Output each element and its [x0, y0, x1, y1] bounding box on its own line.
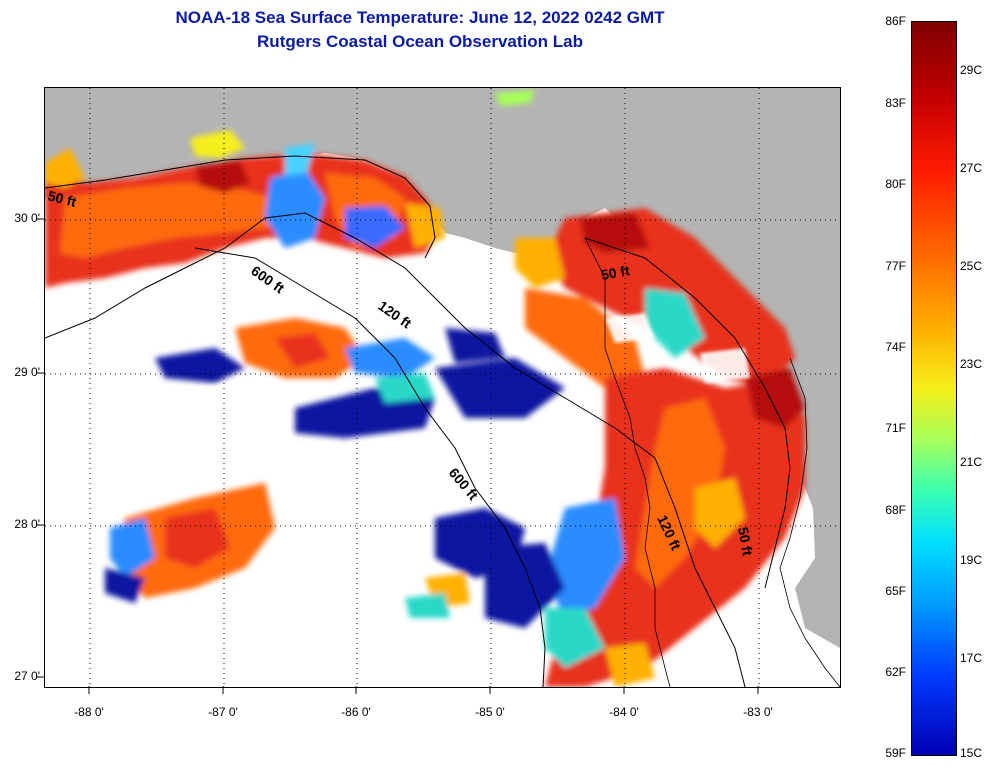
map-title: NOAA-18 Sea Surface Temperature: June 12… — [175, 8, 665, 27]
cb-c-25: 25C — [960, 259, 983, 273]
lon-label-87: -87 0' — [208, 705, 238, 719]
cb-f-77: 77F — [885, 259, 906, 273]
map-subtitle: Rutgers Coastal Ocean Observation Lab — [257, 32, 583, 51]
contour-50ft-peninsula — [584, 237, 791, 589]
lon-label-83: -83 0' — [743, 705, 773, 719]
contour-label: 50 ft — [600, 262, 631, 283]
lat-label-29: 29 0' — [14, 365, 40, 379]
sst-field — [45, 90, 805, 687]
cb-c-21: 21C — [960, 455, 983, 469]
cb-f-62: 62F — [885, 665, 906, 679]
cb-c-19: 19C — [960, 553, 983, 567]
cb-f-65: 65F — [885, 584, 906, 598]
contour-50ft-panhandle — [45, 155, 436, 259]
contour-120ft — [45, 212, 746, 687]
cb-c-27: 27C — [960, 161, 983, 175]
lat-label-27: 27 0' — [14, 669, 40, 683]
cb-c-15: 15C — [960, 746, 983, 760]
cb-c-29: 29C — [960, 63, 983, 77]
lat-label-30: 30 0' — [14, 211, 40, 225]
cb-f-83: 83F — [885, 96, 906, 110]
contour-label: 50 ft — [46, 187, 78, 210]
land-mass-east-strip — [795, 558, 840, 648]
contour-label: 50 ft — [735, 526, 756, 557]
cb-c-17: 17C — [960, 651, 983, 665]
contour-600ft — [194, 247, 546, 687]
lon-label-84: -84 0' — [609, 705, 639, 719]
cb-f-71: 71F — [885, 421, 906, 435]
lon-label-86: -86 0' — [341, 705, 371, 719]
coastline — [584, 237, 671, 687]
lon-label-85: -85 0' — [475, 705, 505, 719]
lat-label-28: 28 0' — [14, 517, 40, 531]
sst-map: 50 ft 600 ft 120 ft 50 ft 600 ft 120 ft 50 ft — [44, 87, 841, 688]
cb-c-23: 23C — [960, 357, 983, 371]
colorbar — [911, 21, 957, 756]
cb-f-59: 59F — [885, 746, 906, 760]
cb-f-74: 74F — [885, 340, 906, 354]
cb-f-68: 68F — [885, 503, 906, 517]
lon-label-88: -88 0' — [74, 705, 104, 719]
cb-f-80: 80F — [885, 177, 906, 191]
cb-f-86: 86F — [885, 14, 906, 28]
